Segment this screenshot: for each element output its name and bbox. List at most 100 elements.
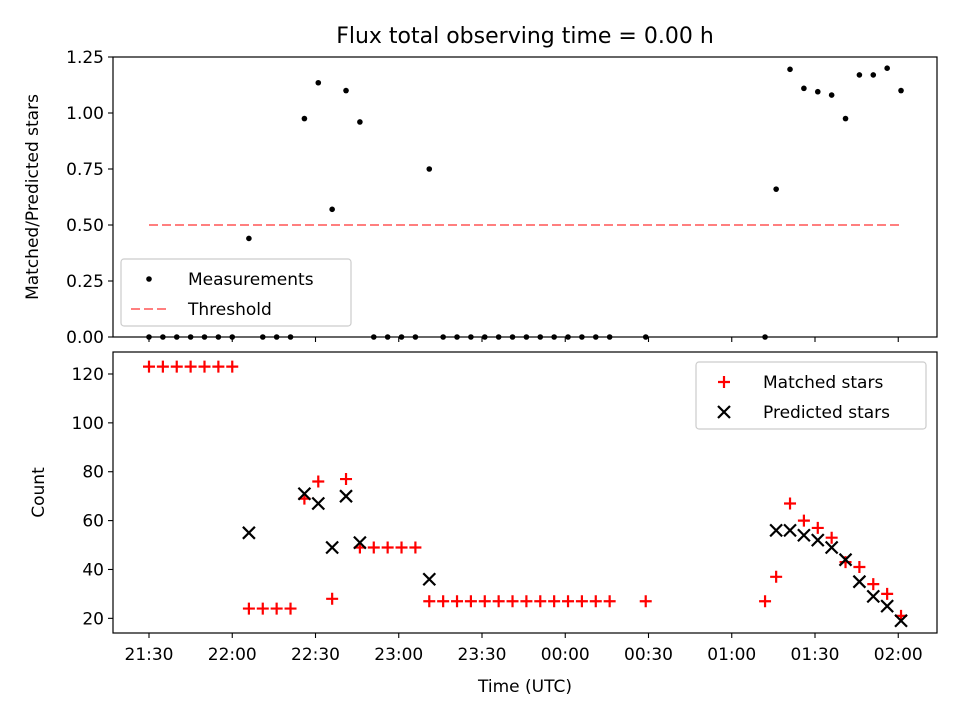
matched-stars-point — [506, 595, 519, 608]
count-legend: Matched stars Predicted stars — [695, 361, 927, 430]
y-tick-label: 0.50 — [66, 216, 104, 236]
matched-stars-point — [242, 602, 255, 615]
x-tick-label: 23:00 — [374, 645, 423, 665]
matched-stars-point — [881, 587, 894, 600]
matched-stars-point — [381, 541, 394, 554]
y-tick-label: 0.00 — [66, 328, 104, 348]
count-axes-frame — [112, 351, 938, 634]
y-tick-label: 120 — [72, 365, 104, 385]
matched-stars-point — [226, 360, 239, 373]
matched-stars-point — [423, 595, 436, 608]
ratio-marks — [146, 65, 904, 340]
legend-label: Threshold — [187, 300, 272, 320]
matched-stars-point — [770, 570, 783, 583]
matched-stars-point — [867, 578, 880, 591]
y-tick-label: 100 — [72, 414, 104, 434]
matched-stars-point — [451, 595, 464, 608]
matched-stars-point — [492, 595, 505, 608]
y-tick-label: 1.00 — [66, 104, 104, 124]
y-axis-label-count: Count — [29, 467, 49, 518]
matched-stars-point — [603, 595, 616, 608]
matched-stars-point — [839, 556, 852, 569]
ratio-axes-frame — [112, 56, 938, 338]
measurement-point — [842, 115, 849, 122]
x-tick-label: 00:30 — [624, 645, 673, 665]
y-tick-label: 40 — [82, 560, 104, 580]
matched-stars-point — [853, 561, 866, 574]
matched-stars-point — [395, 541, 408, 554]
matched-stars-point — [367, 541, 380, 554]
matched-stars-point — [784, 497, 797, 510]
predicted-stars-point — [838, 552, 853, 567]
measurement-point — [329, 206, 335, 213]
predicted-stars-point — [311, 496, 326, 511]
predicted-stars-point — [783, 523, 797, 538]
predicted-stars-point — [769, 523, 783, 538]
predicted-stars-point — [797, 528, 811, 543]
measurement-point — [301, 115, 308, 122]
predicted-stars-point — [866, 589, 881, 604]
x-tick-label: 02:00 — [874, 645, 923, 665]
predicted-stars-point — [824, 540, 839, 555]
x-tick-label: 01:30 — [791, 645, 840, 665]
ratio-panel: Flux total observing time = 0.00 h Match… — [23, 24, 938, 348]
legend-label: Predicted stars — [763, 403, 890, 423]
matched-stars-point — [562, 595, 575, 608]
predicted-stars-point — [852, 574, 867, 589]
ratio-x-ticks — [148, 337, 899, 342]
y-tick-label: 0.75 — [66, 160, 104, 180]
matched-stars-point — [811, 521, 824, 534]
matched-stars-point — [270, 602, 283, 615]
y-tick-label: 60 — [82, 512, 104, 532]
legend-swatch — [718, 376, 730, 388]
matched-stars-point — [256, 602, 269, 615]
measurement-point — [246, 235, 252, 242]
x-tick-label: 21:30 — [125, 645, 174, 665]
y-tick-label: 1.25 — [66, 48, 104, 68]
predicted-stars-point — [353, 535, 367, 550]
matched-stars-point — [212, 360, 225, 373]
measurement-point — [787, 66, 793, 73]
predicted-stars-point — [242, 526, 256, 540]
predicted-stars-point — [339, 489, 353, 503]
x-axis-label: Time (UTC) — [477, 677, 572, 697]
matched-stars-point — [312, 475, 325, 488]
matched-stars-point — [409, 541, 422, 554]
measurement-point — [315, 79, 322, 86]
matched-stars-point — [464, 595, 477, 608]
matched-stars-point — [478, 595, 491, 608]
matched-stars-point — [548, 595, 561, 608]
matched-stars-point — [156, 360, 169, 373]
x-tick-label: 01:00 — [707, 645, 756, 665]
matched-stars-point — [575, 595, 588, 608]
count-x-ticks: 21:30 22:00 22:30 23:00 23:30 00:00 00:30 01:00… — [125, 633, 923, 665]
matched-stars-point — [184, 360, 197, 373]
measurement-point — [426, 166, 433, 172]
matched-stars-point — [639, 595, 652, 608]
y-tick-label: 80 — [82, 463, 104, 483]
predicted-stars-point — [810, 533, 825, 547]
legend-box — [695, 361, 927, 430]
matched-stars-point — [340, 473, 353, 486]
measurement-point — [343, 87, 349, 94]
x-tick-label: 22:00 — [208, 645, 257, 665]
measurement-point — [856, 72, 863, 78]
predicted-stars-point — [325, 540, 339, 555]
legend-label: Measurements — [188, 270, 314, 290]
ratio-y-ticks: 0.00 0.25 0.50 0.75 1.00 1.25 — [66, 48, 113, 348]
measurement-point — [828, 92, 835, 98]
y-tick-label: 20 — [82, 609, 104, 629]
matched-stars-point — [198, 360, 211, 373]
measurement-point — [884, 65, 890, 71]
matched-stars-point — [326, 592, 339, 605]
matched-stars-point — [759, 595, 772, 608]
measurement-point — [870, 72, 877, 78]
matched-stars-point — [797, 514, 810, 527]
y-axis-label-ratio: Matched/Predicted stars — [23, 94, 43, 300]
ratio-legend: Measurements Threshold — [120, 258, 352, 327]
matched-stars-point — [589, 595, 602, 608]
measurement-point — [773, 186, 779, 192]
y-tick-label: 0.25 — [66, 272, 104, 292]
legend-swatch — [717, 405, 731, 419]
